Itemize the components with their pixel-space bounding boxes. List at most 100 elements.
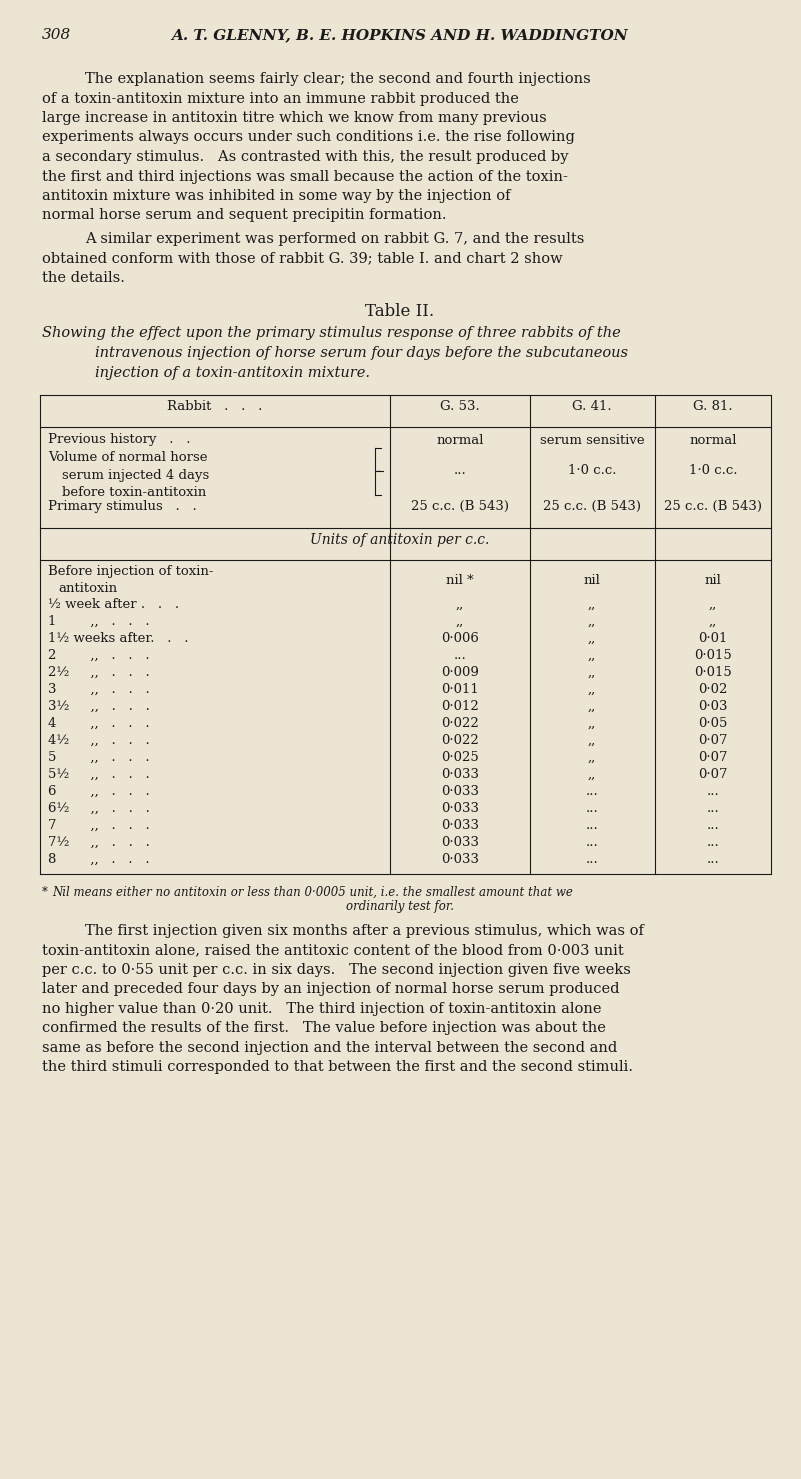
Text: 25 c.c. (B 543): 25 c.c. (B 543)	[664, 500, 762, 513]
Text: ,,: ,,	[588, 700, 596, 713]
Text: 0·033: 0·033	[441, 853, 479, 865]
Text: A similar experiment was performed on rabbit G. 7, and the results: A similar experiment was performed on ra…	[85, 232, 585, 246]
Text: intravenous injection of horse serum four days before the subcutaneous: intravenous injection of horse serum fou…	[95, 346, 628, 359]
Text: ...: ...	[586, 802, 598, 815]
Text: 4        ,,   .   .   .: 4 ,, . . .	[48, 717, 150, 729]
Text: nil: nil	[584, 574, 601, 587]
Text: 0·07: 0·07	[698, 751, 728, 763]
Text: G. 41.: G. 41.	[572, 399, 612, 413]
Text: experiments always occurs under such conditions i.e. the rise following: experiments always occurs under such con…	[42, 130, 575, 145]
Text: ,,: ,,	[588, 751, 596, 763]
Text: obtained conform with those of rabbit G. 39; table I. and chart 2 show: obtained conform with those of rabbit G.…	[42, 251, 562, 266]
Text: 1½ weeks after.   .   .: 1½ weeks after. . .	[48, 632, 188, 645]
Text: confirmed the results of the first.   The value before injection was about the: confirmed the results of the first. The …	[42, 1022, 606, 1035]
Text: ...: ...	[453, 649, 466, 661]
Text: 0·022: 0·022	[441, 717, 479, 729]
Text: 0·009: 0·009	[441, 666, 479, 679]
Text: per c.c. to 0·55 unit per c.c. in six days.   The second injection given five we: per c.c. to 0·55 unit per c.c. in six da…	[42, 963, 631, 976]
Text: ,,: ,,	[588, 666, 596, 679]
Text: later and preceded four days by an injection of normal horse serum produced: later and preceded four days by an injec…	[42, 982, 619, 997]
Text: 0·006: 0·006	[441, 632, 479, 645]
Text: the first and third injections was small because the action of the toxin-: the first and third injections was small…	[42, 170, 568, 183]
Text: 0·033: 0·033	[441, 768, 479, 781]
Text: ...: ...	[706, 836, 719, 849]
Text: 0·02: 0·02	[698, 683, 727, 695]
Text: 0·012: 0·012	[441, 700, 479, 713]
Text: ½ week after .   .   .: ½ week after . . .	[48, 598, 179, 611]
Text: normal: normal	[689, 433, 737, 447]
Text: 0·025: 0·025	[441, 751, 479, 763]
Text: 0·022: 0·022	[441, 734, 479, 747]
Text: Before injection of toxin-: Before injection of toxin-	[48, 565, 214, 578]
Text: toxin-antitoxin alone, raised the antitoxic content of the blood from 0·003 unit: toxin-antitoxin alone, raised the antito…	[42, 944, 624, 957]
Text: ,,: ,,	[588, 649, 596, 661]
Text: 25 c.c. (B 543): 25 c.c. (B 543)	[543, 500, 641, 513]
Text: ,,: ,,	[588, 683, 596, 695]
Text: G. 81.: G. 81.	[693, 399, 733, 413]
Text: ,,: ,,	[709, 598, 717, 611]
Text: 4½     ,,   .   .   .: 4½ ,, . . .	[48, 734, 150, 747]
Text: ,,: ,,	[588, 632, 596, 645]
Text: 0·033: 0·033	[441, 836, 479, 849]
Text: 0·011: 0·011	[441, 683, 479, 695]
Text: 0·07: 0·07	[698, 768, 728, 781]
Text: 7        ,,   .   .   .: 7 ,, . . .	[48, 819, 150, 831]
Text: ,,: ,,	[588, 717, 596, 729]
Text: 1·0 c.c.: 1·0 c.c.	[689, 464, 737, 478]
Text: 0·015: 0·015	[694, 666, 732, 679]
Text: nil *: nil *	[446, 574, 474, 587]
Text: nil: nil	[705, 574, 722, 587]
Text: Rabbit   .   .   .: Rabbit . . .	[167, 399, 263, 413]
Text: 0·01: 0·01	[698, 632, 727, 645]
Text: 0·05: 0·05	[698, 717, 727, 729]
Text: 2        ,,   .   .   .: 2 ,, . . .	[48, 649, 150, 661]
Text: 6½     ,,   .   .   .: 6½ ,, . . .	[48, 802, 150, 815]
Text: The explanation seems fairly clear; the second and fourth injections: The explanation seems fairly clear; the …	[85, 72, 591, 86]
Text: ...: ...	[586, 836, 598, 849]
Text: Units of antitoxin per c.c.: Units of antitoxin per c.c.	[310, 532, 489, 547]
Text: ...: ...	[706, 853, 719, 865]
Text: the third stimuli corresponded to that between the first and the second stimuli.: the third stimuli corresponded to that b…	[42, 1060, 633, 1074]
Text: normal horse serum and sequent precipitin formation.: normal horse serum and sequent precipiti…	[42, 209, 446, 222]
Text: 5        ,,   .   .   .: 5 ,, . . .	[48, 751, 150, 763]
Text: ,,: ,,	[709, 615, 717, 627]
Text: ...: ...	[586, 819, 598, 831]
Text: 8        ,,   .   .   .: 8 ,, . . .	[48, 853, 150, 865]
Text: injection of a toxin-antitoxin mixture.: injection of a toxin-antitoxin mixture.	[95, 365, 370, 380]
Text: 6        ,,   .   .   .: 6 ,, . . .	[48, 785, 150, 797]
Text: 3½     ,,   .   .   .: 3½ ,, . . .	[48, 700, 150, 713]
Text: antitoxin mixture was inhibited in some way by the injection of: antitoxin mixture was inhibited in some …	[42, 189, 510, 203]
Text: normal: normal	[437, 433, 484, 447]
Text: 0·015: 0·015	[694, 649, 732, 661]
Text: 2½     ,,   .   .   .: 2½ ,, . . .	[48, 666, 150, 679]
Text: ...: ...	[453, 464, 466, 478]
Text: 7½     ,,   .   .   .: 7½ ,, . . .	[48, 836, 150, 849]
Text: serum injected 4 days: serum injected 4 days	[62, 469, 209, 482]
Text: same as before the second injection and the interval between the second and: same as before the second injection and …	[42, 1041, 618, 1055]
Text: a secondary stimulus.   As contrasted with this, the result produced by: a secondary stimulus. As contrasted with…	[42, 149, 569, 164]
Text: Volume of normal horse: Volume of normal horse	[48, 451, 207, 464]
Text: the details.: the details.	[42, 271, 125, 285]
Text: 0·033: 0·033	[441, 785, 479, 797]
Text: ,,: ,,	[588, 734, 596, 747]
Text: 5½     ,,   .   .   .: 5½ ,, . . .	[48, 768, 150, 781]
Text: *: *	[42, 886, 51, 899]
Text: no higher value than 0·20 unit.   The third injection of toxin-antitoxin alone: no higher value than 0·20 unit. The thir…	[42, 1001, 602, 1016]
Text: 0·03: 0·03	[698, 700, 728, 713]
Text: Nil means either no antitoxin or less than 0·0005 unit, i.e. the smallest amount: Nil means either no antitoxin or less th…	[52, 886, 573, 899]
Text: A. T. GLENNY, B. E. HOPKINS AND H. WADDINGTON: A. T. GLENNY, B. E. HOPKINS AND H. WADDI…	[171, 28, 628, 41]
Text: 1·0 c.c.: 1·0 c.c.	[568, 464, 616, 478]
Text: ,,: ,,	[588, 598, 596, 611]
Text: large increase in antitoxin titre which we know from many previous: large increase in antitoxin titre which …	[42, 111, 547, 126]
Text: ...: ...	[706, 819, 719, 831]
Text: 1        ,,   .   .   .: 1 ,, . . .	[48, 615, 150, 627]
Text: ,,: ,,	[588, 615, 596, 627]
Text: The first injection given six months after a previous stimulus, which was of: The first injection given six months aft…	[85, 924, 644, 938]
Text: Primary stimulus   .   .: Primary stimulus . .	[48, 500, 197, 513]
Text: Previous history   .   .: Previous history . .	[48, 433, 191, 447]
Text: 308: 308	[42, 28, 71, 41]
Text: 3        ,,   .   .   .: 3 ,, . . .	[48, 683, 150, 695]
Text: Showing the effect upon the primary stimulus response of three rabbits of the: Showing the effect upon the primary stim…	[42, 327, 621, 340]
Text: ,,: ,,	[456, 598, 464, 611]
Text: ,,: ,,	[456, 615, 464, 627]
